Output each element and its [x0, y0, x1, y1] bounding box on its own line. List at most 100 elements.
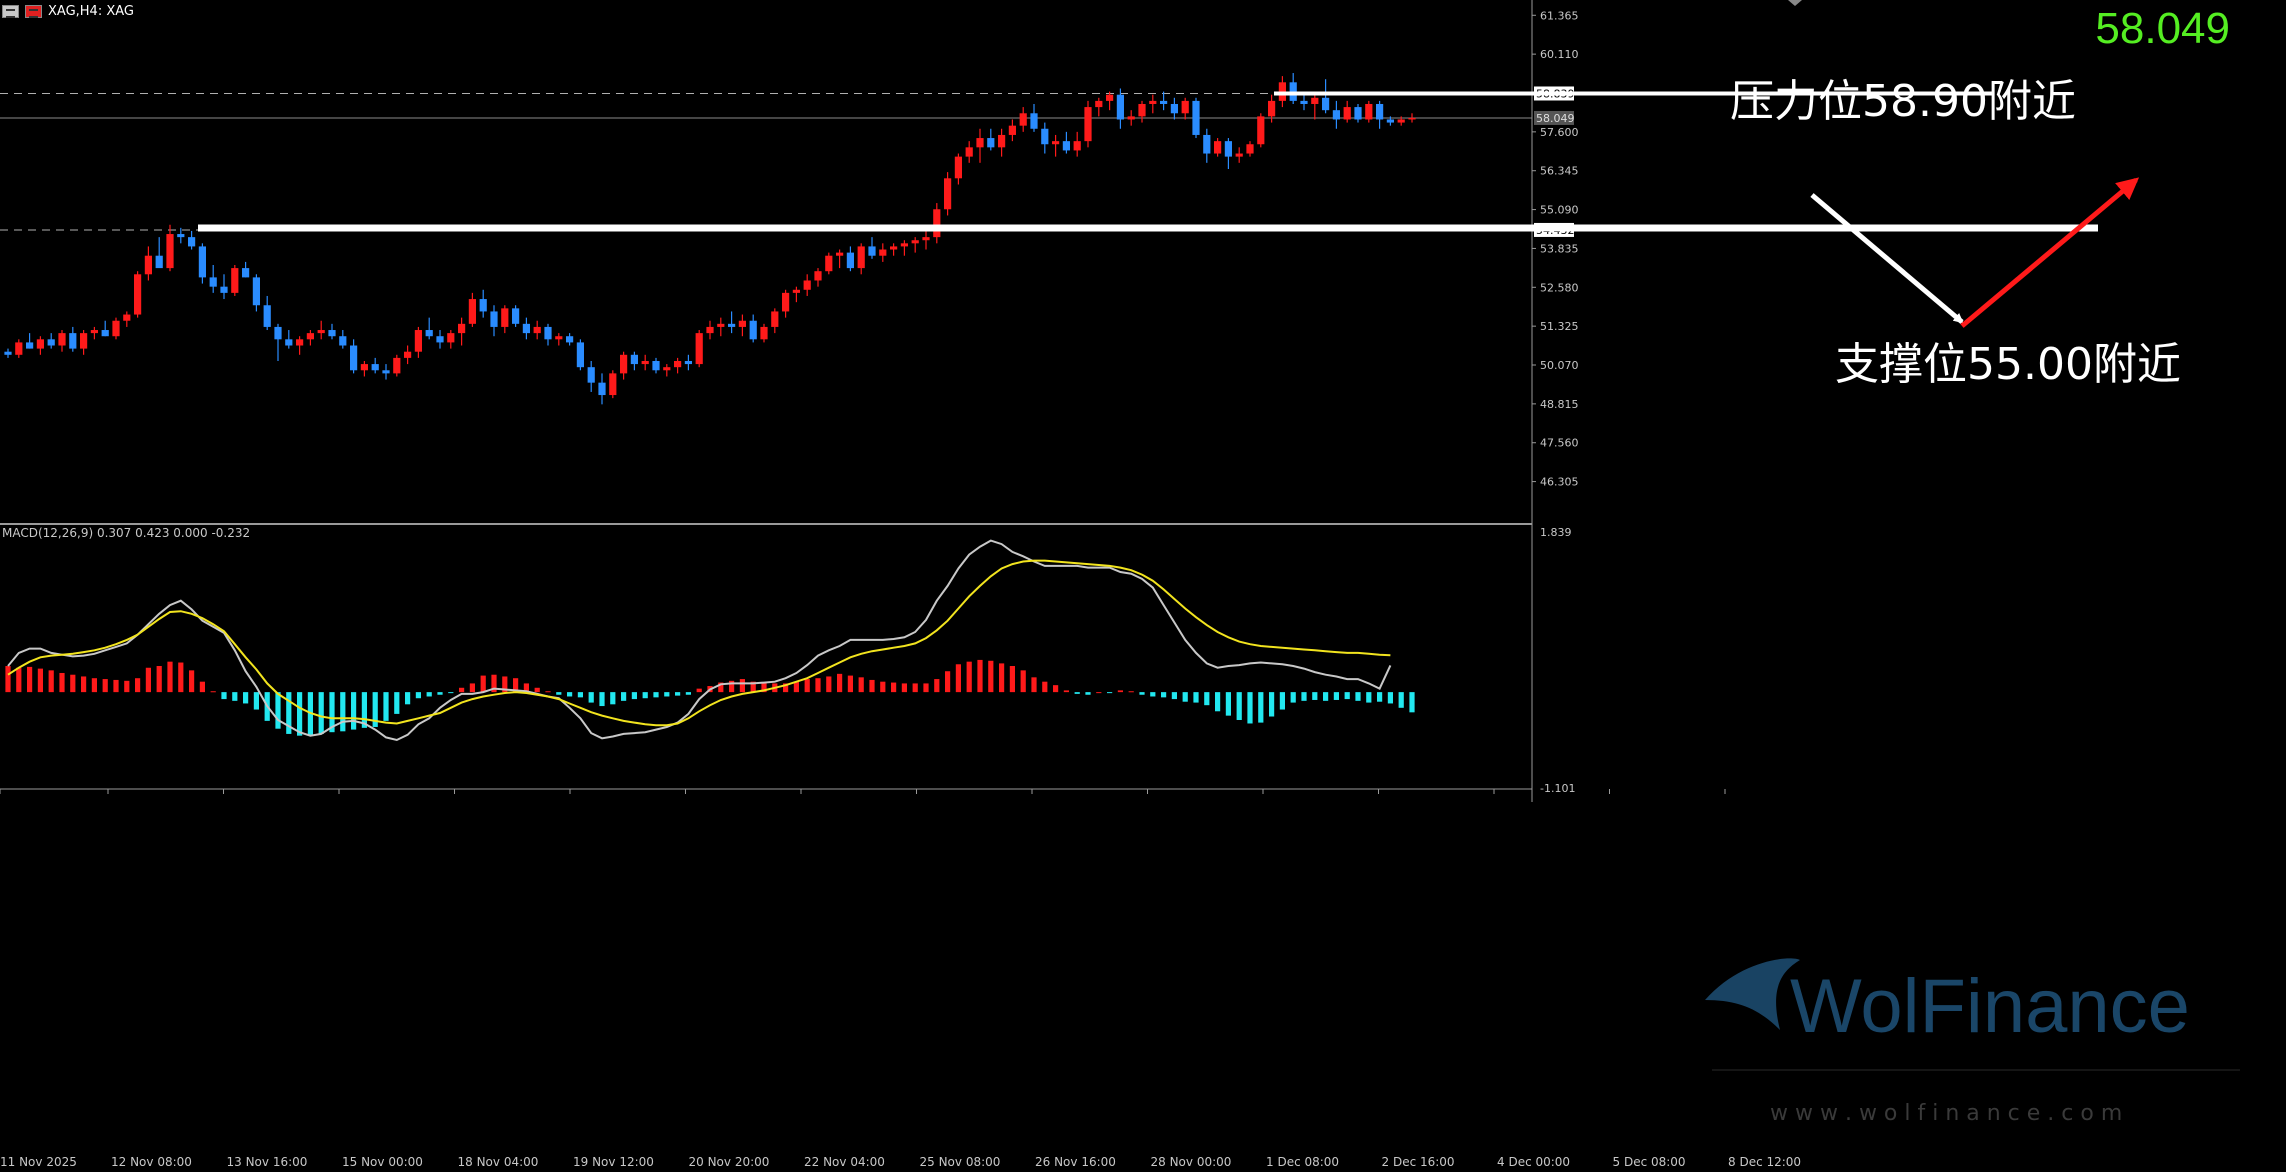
candle-body — [1052, 141, 1060, 145]
candle-body — [36, 339, 44, 349]
candle-body — [738, 320, 746, 327]
macd-bar — [27, 666, 33, 693]
time-axis-label: 28 Nov 00:00 — [1151, 1155, 1232, 1169]
candle-body — [1408, 117, 1416, 120]
macd-bar — [199, 681, 205, 693]
price-axis-label: 53.835 — [1540, 242, 1579, 255]
candle-body — [555, 336, 563, 340]
last-price-display: 58.049 — [2095, 4, 2230, 53]
price-axis-label: 55.090 — [1540, 204, 1579, 217]
candle-body — [350, 345, 358, 371]
candle-body — [576, 342, 584, 368]
macd-bar — [426, 692, 432, 697]
macd-histogram — [5, 659, 1415, 736]
candle-body — [954, 156, 962, 179]
candle-body — [58, 333, 66, 346]
macd-bar — [1333, 692, 1339, 700]
candle-body — [1214, 141, 1222, 154]
macd-bar — [361, 692, 367, 728]
macd-bar — [1085, 692, 1091, 695]
candle-body — [296, 339, 304, 346]
candle-body — [825, 255, 833, 272]
candle-body — [674, 360, 682, 368]
candle-body — [1354, 107, 1362, 120]
macd-bar — [880, 681, 886, 693]
candle-body — [501, 308, 509, 327]
macd-bar — [1053, 685, 1059, 693]
macd-bar — [448, 692, 454, 694]
macd-bar — [275, 692, 281, 729]
candle-body — [1343, 107, 1351, 120]
time-axis-label: 22 Nov 04:00 — [804, 1155, 885, 1169]
candle-body — [1073, 141, 1081, 151]
macd-bar — [491, 674, 497, 693]
macd-bar — [858, 677, 864, 693]
macd-bar — [156, 666, 162, 693]
candle-body — [360, 364, 368, 371]
macd-bar — [804, 679, 810, 693]
candle-body — [998, 134, 1006, 148]
macd-bar — [286, 692, 292, 734]
candle-body — [782, 292, 790, 312]
macd-bar — [59, 672, 65, 693]
time-axis-label: 1 Dec 08:00 — [1266, 1155, 1339, 1169]
candle-body — [900, 243, 908, 247]
macd-bar — [815, 678, 821, 693]
candle-body — [1386, 119, 1394, 123]
macd-bar — [1366, 692, 1372, 703]
macd-bar — [912, 683, 918, 693]
chevron-down-icon[interactable] — [1788, 0, 1802, 6]
chart-title-bar: XAG,H4: XAG — [0, 0, 134, 22]
candle-body — [285, 339, 293, 346]
candle-body — [177, 234, 185, 238]
macd-bar — [545, 691, 551, 693]
price-axis-label: 57.600 — [1540, 126, 1579, 139]
time-axis-label: 25 Nov 08:00 — [920, 1155, 1001, 1169]
candle-body — [587, 367, 595, 383]
macd-bar — [459, 687, 465, 693]
candle-body — [209, 277, 217, 287]
candle-body — [922, 237, 930, 241]
macd-bar — [664, 692, 670, 697]
time-axis-label: 4 Dec 00:00 — [1497, 1155, 1570, 1169]
candle-body — [112, 320, 120, 337]
price-axis-label: 47.560 — [1540, 437, 1579, 450]
watermark-brand: WolFinance — [1790, 964, 2190, 1049]
candle-body — [490, 311, 498, 327]
candle-body — [1127, 116, 1135, 120]
macd-bar — [621, 692, 627, 701]
macd-bar — [1355, 692, 1361, 701]
symbol-window-icon[interactable] — [2, 4, 19, 18]
candle-body — [1397, 119, 1405, 123]
macd-bar — [340, 692, 346, 732]
time-axis-label: 19 Nov 12:00 — [573, 1155, 654, 1169]
candle-body — [479, 299, 487, 312]
candle-body — [652, 360, 660, 371]
macd-bar — [37, 668, 43, 693]
macd-bar — [1247, 692, 1253, 724]
macd-bar — [901, 683, 907, 693]
macd-bar — [599, 692, 605, 707]
macd-bar — [1387, 692, 1393, 704]
candle-body — [965, 147, 973, 157]
candle-body — [544, 326, 552, 340]
support-label: 支撑位55.00附近 — [1835, 339, 2181, 390]
candle-body — [663, 367, 671, 371]
candle-body — [447, 333, 455, 343]
candle-body — [263, 305, 271, 327]
candle-body — [188, 237, 196, 247]
macd-bar — [221, 692, 227, 700]
candle-body — [1181, 100, 1189, 114]
chart-type-icon[interactable] — [25, 4, 42, 18]
macd-bar — [145, 667, 151, 693]
candle-body — [1041, 128, 1049, 145]
macd-bar — [729, 680, 735, 693]
macd-bar — [502, 676, 508, 693]
candle-body — [1019, 113, 1027, 126]
macd-axis-label: 1.839 — [1540, 526, 1572, 539]
candle-body — [1084, 107, 1092, 142]
macd-bar — [70, 674, 76, 693]
macd-bar — [1031, 677, 1037, 693]
macd-bar — [631, 692, 637, 700]
